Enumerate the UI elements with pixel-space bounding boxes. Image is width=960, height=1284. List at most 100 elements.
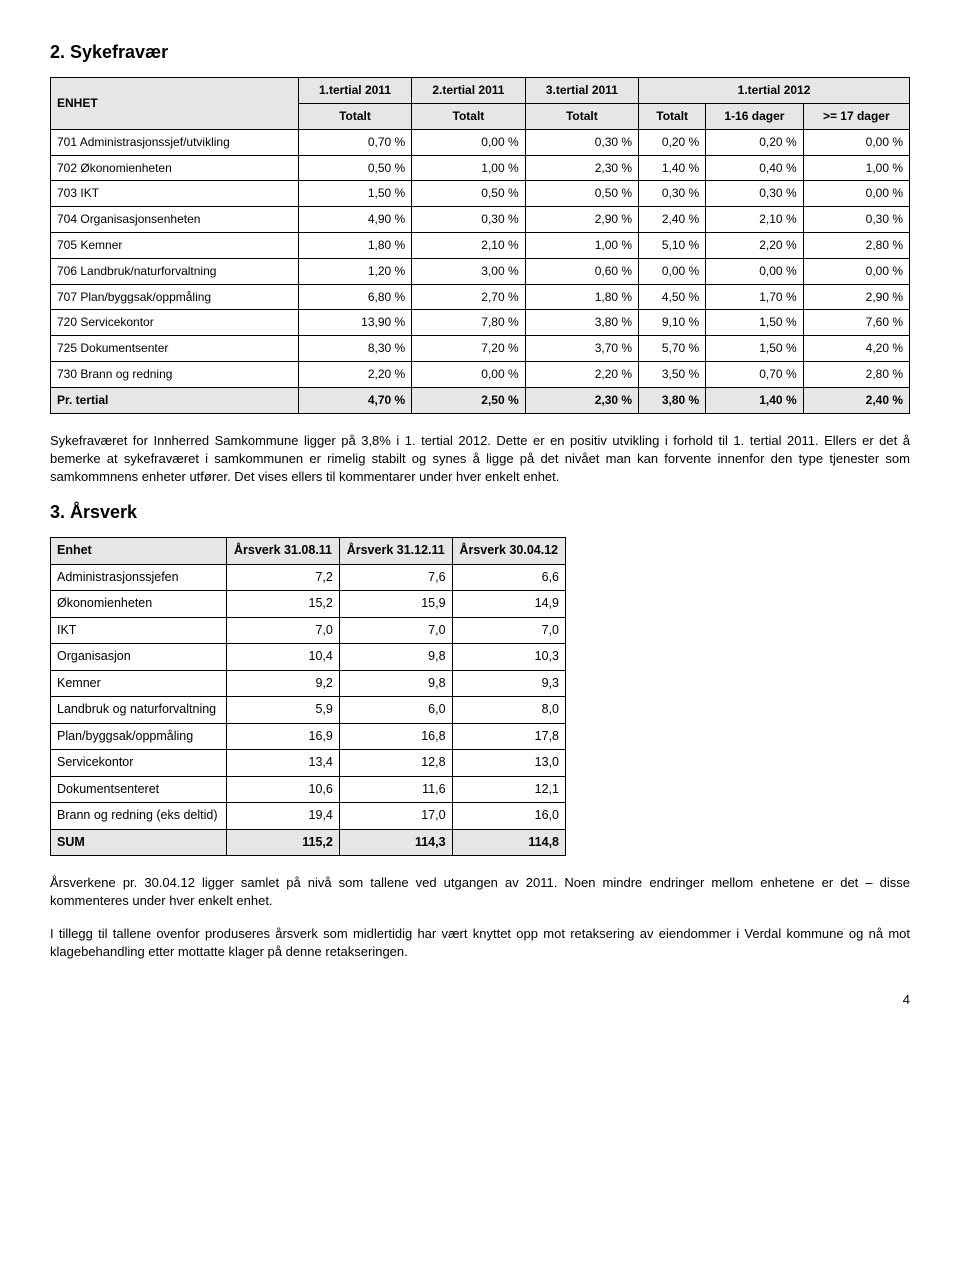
cell-value: 15,9 [339, 591, 452, 618]
cell-value: 4,50 % [639, 284, 706, 310]
table-row: Organisasjon10,49,810,3 [51, 644, 566, 671]
table-row: Kemner9,29,89,3 [51, 670, 566, 697]
cell-value: 1,80 % [298, 232, 411, 258]
row-label: 706 Landbruk/naturforvaltning [51, 258, 299, 284]
cell-value: 0,60 % [525, 258, 638, 284]
cell-value: 2,20 % [298, 361, 411, 387]
cell-value: 7,80 % [412, 310, 525, 336]
cell-value: 0,00 % [706, 258, 803, 284]
row-label: 730 Brann og redning [51, 361, 299, 387]
cell-value: 0,70 % [706, 361, 803, 387]
cell-value: 12,8 [339, 750, 452, 777]
table-aarsverk: Enhet Årsverk 31.08.11 Årsverk 31.12.11 … [50, 537, 566, 856]
cell-value: 0,50 % [525, 181, 638, 207]
row-label: Dokumentsenteret [51, 776, 227, 803]
cell-value: 0,70 % [298, 129, 411, 155]
total-value: 2,40 % [803, 387, 909, 413]
cell-value: 13,0 [452, 750, 565, 777]
cell-value: 0,20 % [706, 129, 803, 155]
cell-value: 2,30 % [525, 155, 638, 181]
col-310811: Årsverk 31.08.11 [227, 538, 340, 565]
cell-value: 8,30 % [298, 336, 411, 362]
cell-value: 2,10 % [706, 207, 803, 233]
table-row: Servicekontor13,412,813,0 [51, 750, 566, 777]
cell-value: 9,10 % [639, 310, 706, 336]
col-enhet: ENHET [51, 78, 299, 130]
cell-value: 6,80 % [298, 284, 411, 310]
sum-value: 114,8 [452, 829, 565, 856]
cell-value: 1,40 % [639, 155, 706, 181]
row-label: Administrasjonssjefen [51, 564, 227, 591]
row-label: Organisasjon [51, 644, 227, 671]
cell-value: 7,0 [452, 617, 565, 644]
section-title-aarsverk: 3. Årsverk [50, 500, 910, 525]
paragraph-aarsverk-1: Årsverkene pr. 30.04.12 ligger samlet på… [50, 874, 910, 910]
page-number: 4 [50, 991, 910, 1009]
cell-value: 9,2 [227, 670, 340, 697]
row-label: 707 Plan/byggsak/oppmåling [51, 284, 299, 310]
col-t2-2011: 2.tertial 2011 [412, 78, 525, 104]
table-row: 706 Landbruk/naturforvaltning1,20 %3,00 … [51, 258, 910, 284]
cell-value: 0,00 % [803, 129, 909, 155]
subcol-totalt-1: Totalt [298, 103, 411, 129]
sum-row: SUM115,2114,3114,8 [51, 829, 566, 856]
table-row: 705 Kemner1,80 %2,10 %1,00 %5,10 %2,20 %… [51, 232, 910, 258]
cell-value: 16,8 [339, 723, 452, 750]
row-label: Kemner [51, 670, 227, 697]
cell-value: 9,8 [339, 644, 452, 671]
table-row: Plan/byggsak/oppmåling16,916,817,8 [51, 723, 566, 750]
cell-value: 0,50 % [298, 155, 411, 181]
col-enhet: Enhet [51, 538, 227, 565]
cell-value: 6,0 [339, 697, 452, 724]
row-label: 704 Organisasjonsenheten [51, 207, 299, 233]
table-sykefravaer: ENHET 1.tertial 2011 2.tertial 2011 3.te… [50, 77, 910, 413]
cell-value: 1,50 % [706, 310, 803, 336]
cell-value: 13,90 % [298, 310, 411, 336]
cell-value: 11,6 [339, 776, 452, 803]
cell-value: 7,0 [339, 617, 452, 644]
table-row: Brann og redning (eks deltid)19,417,016,… [51, 803, 566, 830]
paragraph-sykefravaer: Sykefraværet for Innherred Samkommune li… [50, 432, 910, 487]
cell-value: 17,0 [339, 803, 452, 830]
cell-value: 2,20 % [706, 232, 803, 258]
total-value: 1,40 % [706, 387, 803, 413]
cell-value: 0,30 % [706, 181, 803, 207]
cell-value: 1,00 % [412, 155, 525, 181]
table-row: IKT7,07,07,0 [51, 617, 566, 644]
cell-value: 5,9 [227, 697, 340, 724]
sum-value: 115,2 [227, 829, 340, 856]
total-value: 2,50 % [412, 387, 525, 413]
cell-value: 8,0 [452, 697, 565, 724]
cell-value: 0,30 % [639, 181, 706, 207]
cell-value: 0,00 % [412, 361, 525, 387]
total-value: 4,70 % [298, 387, 411, 413]
table-row: 703 IKT1,50 %0,50 %0,50 %0,30 %0,30 %0,0… [51, 181, 910, 207]
table-row: Dokumentsenteret10,611,612,1 [51, 776, 566, 803]
cell-value: 7,60 % [803, 310, 909, 336]
cell-value: 3,80 % [525, 310, 638, 336]
cell-value: 7,0 [227, 617, 340, 644]
cell-value: 3,50 % [639, 361, 706, 387]
cell-value: 13,4 [227, 750, 340, 777]
cell-value: 5,70 % [639, 336, 706, 362]
row-label: 703 IKT [51, 181, 299, 207]
row-label: 725 Dokumentsenter [51, 336, 299, 362]
cell-value: 0,00 % [803, 258, 909, 284]
cell-value: 1,00 % [525, 232, 638, 258]
cell-value: 9,3 [452, 670, 565, 697]
table-row: Administrasjonssjefen7,27,66,6 [51, 564, 566, 591]
cell-value: 12,1 [452, 776, 565, 803]
cell-value: 2,40 % [639, 207, 706, 233]
cell-value: 7,2 [227, 564, 340, 591]
cell-value: 19,4 [227, 803, 340, 830]
cell-value: 17,8 [452, 723, 565, 750]
cell-value: 6,6 [452, 564, 565, 591]
row-label: Landbruk og naturforvaltning [51, 697, 227, 724]
subcol-totalt-2: Totalt [412, 103, 525, 129]
total-row: Pr. tertial4,70 %2,50 %2,30 %3,80 %1,40 … [51, 387, 910, 413]
cell-value: 1,00 % [803, 155, 909, 181]
col-t1-2011: 1.tertial 2011 [298, 78, 411, 104]
table-row: 702 Økonomienheten0,50 %1,00 %2,30 %1,40… [51, 155, 910, 181]
cell-value: 0,30 % [525, 129, 638, 155]
sum-value: 114,3 [339, 829, 452, 856]
